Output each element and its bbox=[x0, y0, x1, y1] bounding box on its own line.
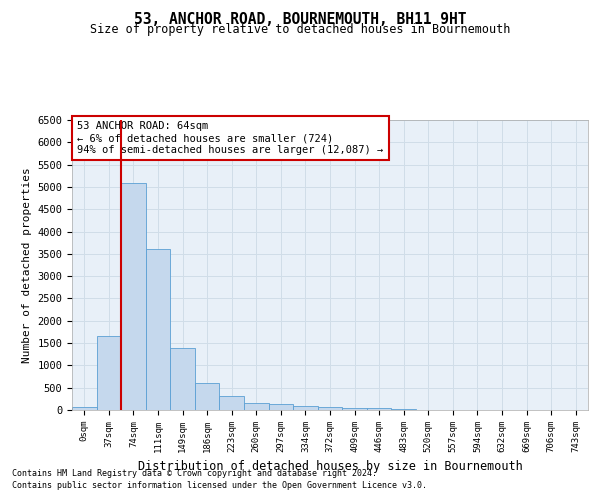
Bar bbox=[391, 409, 416, 410]
Text: Contains HM Land Registry data © Crown copyright and database right 2024.: Contains HM Land Registry data © Crown c… bbox=[12, 468, 377, 477]
Text: 53 ANCHOR ROAD: 64sqm
← 6% of detached houses are smaller (724)
94% of semi-deta: 53 ANCHOR ROAD: 64sqm ← 6% of detached h… bbox=[77, 122, 383, 154]
Y-axis label: Number of detached properties: Number of detached properties bbox=[22, 167, 32, 363]
Bar bbox=[367, 408, 391, 410]
Bar bbox=[146, 250, 170, 410]
Bar bbox=[195, 383, 220, 410]
Bar bbox=[244, 403, 269, 410]
Bar bbox=[121, 184, 146, 410]
Bar bbox=[220, 396, 244, 410]
Bar bbox=[170, 348, 195, 410]
Bar bbox=[72, 406, 97, 410]
Bar bbox=[293, 406, 318, 410]
Bar bbox=[342, 408, 367, 410]
Text: Contains public sector information licensed under the Open Government Licence v3: Contains public sector information licen… bbox=[12, 481, 427, 490]
Bar bbox=[318, 407, 342, 410]
Text: 53, ANCHOR ROAD, BOURNEMOUTH, BH11 9HT: 53, ANCHOR ROAD, BOURNEMOUTH, BH11 9HT bbox=[134, 12, 466, 28]
Text: Size of property relative to detached houses in Bournemouth: Size of property relative to detached ho… bbox=[90, 22, 510, 36]
Bar bbox=[269, 404, 293, 410]
Bar bbox=[97, 336, 121, 410]
X-axis label: Distribution of detached houses by size in Bournemouth: Distribution of detached houses by size … bbox=[137, 460, 523, 473]
